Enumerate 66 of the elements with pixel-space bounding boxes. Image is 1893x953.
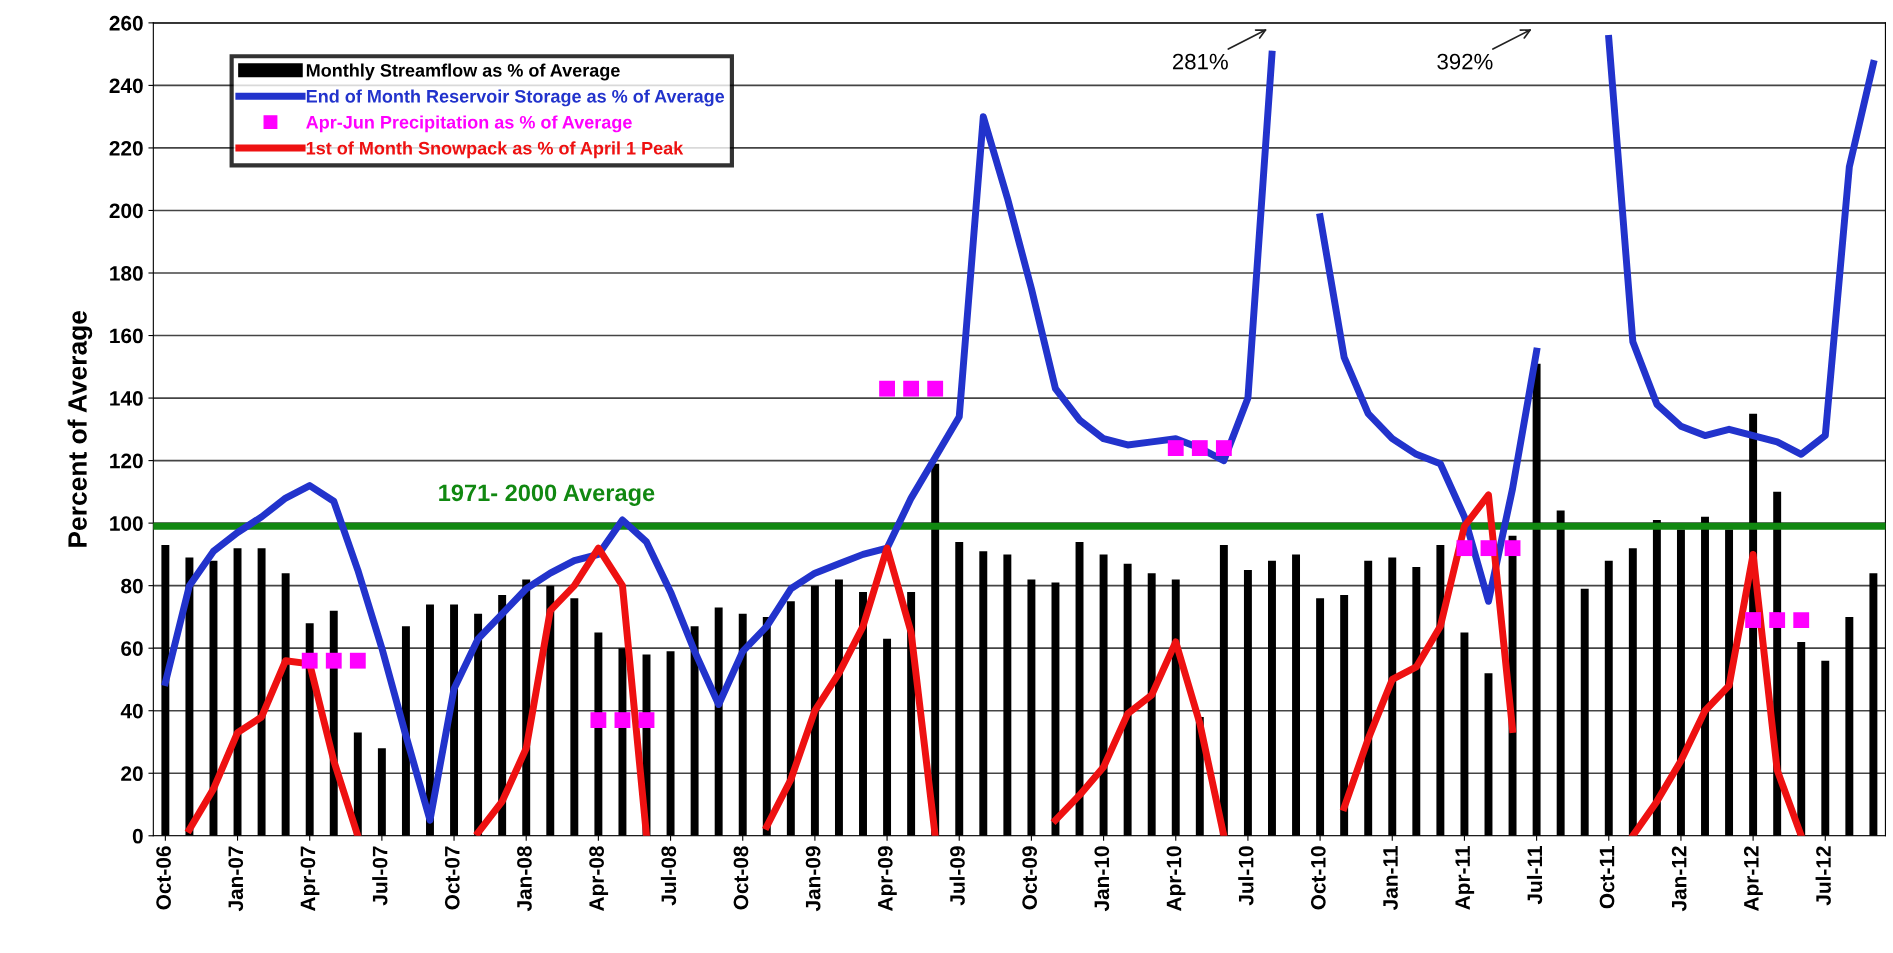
y-tick-label: 100: [110, 516, 143, 531]
legend-label: Monthly Streamflow as % of Average: [306, 63, 620, 81]
y-tick-label: 200: [109, 203, 143, 219]
x-tick-label: Jan-08: [517, 846, 532, 912]
y-tick-label: 160: [110, 328, 143, 344]
point: [1167, 440, 1184, 456]
x-tick-label: Apr-07: [300, 846, 320, 911]
x-tick-label: Oct-07: [444, 846, 460, 910]
x-tick-label: Oct-10: [1310, 846, 1326, 910]
point: [1215, 440, 1232, 456]
point: [879, 380, 895, 397]
ref-line-label: 1971- 2000 Average: [439, 484, 655, 506]
legend-label: Apr-Jun Precipitation as % of Average: [306, 115, 632, 133]
point: [590, 712, 607, 729]
y-tick-label: 60: [121, 641, 143, 656]
bar: [1628, 548, 1637, 836]
point: [927, 380, 944, 397]
x-tick-label: Oct-11: [1599, 846, 1615, 909]
y-tick-label: 260: [109, 15, 143, 31]
point: [1769, 612, 1786, 628]
legend-label: End of Month Reservoir Storage as % of Average: [306, 89, 725, 107]
x-tick-label: Jul-07: [372, 846, 388, 906]
x-tick-label: Jan-12: [1671, 846, 1687, 912]
x-tick-label: Oct-08: [733, 846, 749, 910]
y-tick-label: 240: [109, 78, 143, 94]
point: [1191, 440, 1208, 456]
y-tick-label: 20: [121, 766, 143, 781]
x-tick-label: Jul-08: [660, 846, 677, 906]
y-tick-label: 220: [109, 140, 143, 156]
x-tick-label: Apr-09: [877, 846, 897, 911]
x-tick-label: Apr-10: [1166, 846, 1186, 911]
x-tick-label: Jan-10: [1094, 846, 1110, 912]
point: [301, 652, 318, 669]
x-tick-label: Apr-11: [1455, 846, 1475, 910]
point: [1456, 540, 1473, 557]
point: [1745, 612, 1762, 628]
y-tick-label: 40: [120, 703, 143, 719]
x-tick-label: Jan-09: [805, 846, 821, 912]
annotation: 281%: [1172, 53, 1228, 70]
point: [349, 652, 366, 669]
x-tick-label: Jul-11: [1526, 846, 1543, 905]
x-tick-label: Oct-09: [1022, 846, 1037, 910]
point: [903, 380, 920, 397]
point: [1504, 540, 1521, 557]
x-tick-label: Apr-12: [1743, 846, 1763, 911]
point: [1793, 612, 1810, 628]
x-tick-label: Jan-07: [228, 846, 244, 912]
x-tick-label: Jul-09: [949, 846, 965, 906]
x-tick-label: Jul-12: [1815, 846, 1831, 906]
point: [325, 652, 342, 669]
y-tick-label: 180: [110, 266, 143, 281]
x-tick-label: Oct-06: [156, 846, 171, 910]
annotation: 392%: [1437, 53, 1493, 70]
bar: [1797, 641, 1806, 836]
y-tick-label: 80: [121, 578, 143, 594]
y-tick-label: 140: [110, 391, 143, 406]
x-tick-label: Jan-11: [1383, 846, 1398, 911]
point: [1480, 540, 1497, 557]
x-tick-label: Apr-08: [589, 846, 609, 911]
point: [614, 712, 631, 729]
point: [638, 712, 655, 729]
y-tick-label: 0: [132, 828, 143, 844]
legend-label: 1st of Month Snowpack as % of April 1 Peak: [306, 141, 684, 159]
x-tick-label: Jul-10: [1238, 846, 1254, 906]
y-tick-label: 120: [110, 453, 143, 469]
y-axis-title: Percent of Average: [67, 310, 93, 547]
